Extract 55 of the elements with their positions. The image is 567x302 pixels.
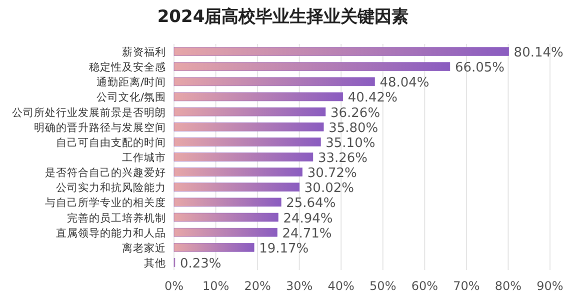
data-label: 35.10% bbox=[326, 136, 376, 151]
data-label: 66.05% bbox=[454, 60, 505, 76]
bar bbox=[174, 168, 302, 176]
data-label: 40.42% bbox=[348, 90, 398, 106]
data-label: 24.94% bbox=[283, 211, 333, 226]
y-tick-label: 其他 bbox=[144, 256, 166, 270]
bar bbox=[174, 122, 324, 132]
bar bbox=[174, 92, 344, 102]
x-tick-label: 60% bbox=[411, 279, 438, 293]
data-label: 33.26% bbox=[318, 151, 368, 166]
y-tick-label: 与自己所学专业的相关度 bbox=[45, 196, 166, 210]
y-tick-label: 明确的晋升路径与发展空间 bbox=[34, 120, 166, 134]
bar bbox=[174, 212, 278, 222]
data-label: 36.26% bbox=[330, 106, 380, 121]
x-tick-label: 50% bbox=[370, 279, 396, 293]
y-tick-label: 稳定性及安全感 bbox=[89, 60, 166, 74]
data-label: 48.04% bbox=[380, 76, 430, 91]
bar bbox=[174, 138, 321, 146]
bar bbox=[174, 152, 314, 162]
y-tick-label: 自己可自由支配的时间 bbox=[56, 136, 166, 149]
bar bbox=[174, 198, 282, 207]
data-label: 25.64% bbox=[286, 196, 336, 212]
y-tick-label: 公司所处行业发展前景是否明朗 bbox=[12, 106, 166, 119]
y-tick-label: 通勤距离/时间 bbox=[96, 76, 166, 89]
data-label: 24.71% bbox=[282, 226, 332, 242]
x-tick-label: 30% bbox=[286, 279, 313, 293]
x-tick-label: 10% bbox=[202, 279, 230, 293]
x-tick-label: 80% bbox=[494, 279, 522, 293]
data-label: 30.02% bbox=[304, 181, 354, 196]
bar bbox=[174, 228, 278, 237]
bar bbox=[174, 182, 300, 192]
y-tick-label: 是否符合自己的兴趣爱好 bbox=[45, 166, 166, 180]
x-tick-label: 0% bbox=[164, 279, 184, 293]
data-label: 30.72% bbox=[307, 166, 357, 182]
y-tick-label: 完善的员工培养机制 bbox=[67, 211, 166, 224]
bar bbox=[174, 77, 375, 86]
x-tick-label: 70% bbox=[453, 279, 480, 293]
data-label: 80.14% bbox=[514, 46, 564, 61]
data-label: 35.80% bbox=[328, 120, 378, 136]
x-tick-label: 90% bbox=[536, 279, 564, 293]
x-tick-label: 20% bbox=[244, 279, 271, 293]
data-label: 0.23% bbox=[180, 256, 222, 272]
bar bbox=[174, 62, 450, 71]
y-tick-label: 公司文化/氛围 bbox=[96, 90, 166, 104]
bar bbox=[174, 47, 509, 56]
x-tick-label: 40% bbox=[328, 279, 354, 293]
y-tick-label: 工作城市 bbox=[122, 151, 166, 164]
y-tick-label: 直属领导的能力和人品 bbox=[56, 226, 166, 240]
bar bbox=[174, 243, 254, 252]
bar bbox=[174, 107, 326, 116]
y-tick-label: 薪资福利 bbox=[122, 46, 166, 59]
y-tick-label: 离老家近 bbox=[122, 241, 166, 254]
chart-title: 2024届高校毕业生择业关键因素 bbox=[157, 7, 409, 27]
y-tick-label: 公司实力和抗风险能力 bbox=[56, 181, 166, 194]
data-label: 19.17% bbox=[259, 241, 309, 256]
